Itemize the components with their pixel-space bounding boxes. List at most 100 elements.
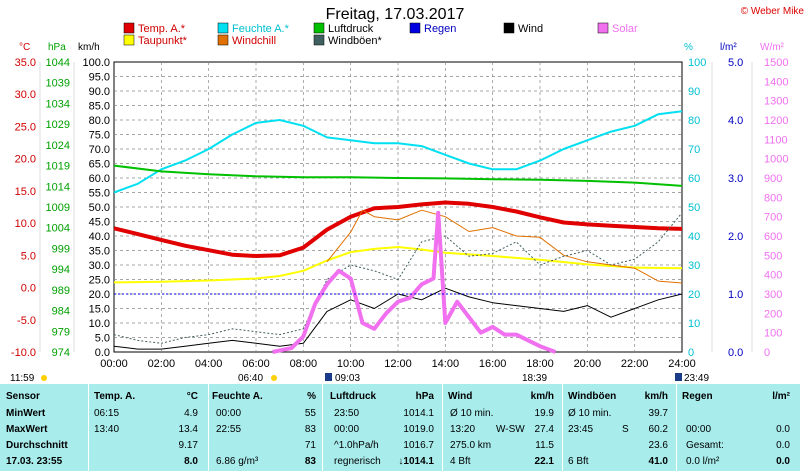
unit-rain: l/m² — [720, 42, 737, 53]
rain-info: 0.0 l/m² — [686, 456, 720, 467]
x-tick-label: 10:00 — [337, 358, 365, 370]
solar-tick-label: 1300 — [764, 96, 788, 108]
wind-tick-label: 95.0 — [89, 72, 110, 84]
row-label: Durchschnitt — [6, 440, 68, 451]
humidity-tick-label: 10 — [688, 318, 700, 330]
legend-swatch — [597, 22, 609, 34]
gust-info: 23:45 — [568, 424, 594, 435]
copyright: © Weber Mike — [740, 6, 804, 17]
pressure-value: ↓1014.1 — [398, 456, 434, 467]
solar-tick-label: 100 — [764, 328, 782, 340]
row-label: 17.03. 23:55 — [6, 456, 63, 467]
x-tick-label: 04:00 — [195, 358, 223, 370]
legend-label: Wind — [518, 23, 543, 35]
moon-icon — [325, 373, 332, 381]
legend-label: Regen — [424, 23, 456, 35]
wind-info: 275.0 km — [450, 440, 492, 451]
wind-tick-label: 20.0 — [89, 289, 110, 301]
column-divider — [88, 384, 89, 471]
wind-tick-label: 30.0 — [89, 260, 110, 272]
solar-tick-label: 0 — [764, 347, 770, 359]
column-divider — [562, 384, 563, 471]
wind-value: 27.4 — [534, 424, 554, 435]
x-tick-label: 00:00 — [100, 358, 128, 370]
gust-value: 39.7 — [648, 408, 668, 419]
rain-value: 0.0 — [776, 440, 790, 451]
column-divider — [322, 384, 323, 471]
header-pressure: Luftdruck — [330, 391, 377, 402]
humidity-tick-label: 30 — [688, 260, 700, 272]
header-gusts-unit: km/h — [644, 391, 668, 402]
rain-value: 0.0 — [776, 456, 790, 467]
pressure-time: ^1.0hPa/h — [334, 440, 379, 451]
humidity-tick-label: 80 — [688, 115, 700, 127]
humidity-tick-label: 50 — [688, 202, 700, 214]
wind-tick-label: 100.0 — [82, 57, 110, 69]
legend-swatch — [217, 22, 229, 34]
x-tick-label: 08:00 — [290, 358, 318, 370]
humidity-value: 83 — [304, 456, 316, 467]
pressure-tick-label: 974 — [52, 347, 70, 359]
wind-info: Ø 10 min. — [450, 408, 494, 419]
pressure-tick-label: 994 — [52, 264, 70, 276]
x-tick-label: 20:00 — [574, 358, 602, 370]
unit-humidity: % — [684, 42, 693, 53]
humidity-value: 55 — [304, 408, 316, 419]
header-temp-unit: °C — [186, 391, 198, 402]
wind-tick-label: 10.0 — [89, 318, 110, 330]
temp-tick-label: 10.0 — [15, 218, 36, 230]
wind-info: 4 Bft — [450, 456, 471, 467]
sun-icon — [41, 375, 47, 381]
column-divider — [442, 384, 443, 471]
x-tick-label: 24:00 — [668, 358, 696, 370]
column-divider — [208, 384, 209, 471]
header-wind-unit: km/h — [530, 391, 554, 402]
weather-chart: Temp. A.* Feuchte A.* Luftdruck Regen Wind So… — [10, 22, 788, 384]
legend-label: Feuchte A.* — [232, 23, 290, 35]
legend-swatch — [217, 34, 229, 46]
pressure-tick-label: 999 — [52, 243, 70, 255]
header-pressure-unit: hPa — [415, 391, 434, 402]
solar-tick-label: 200 — [764, 308, 782, 320]
series-line-taupunkt- — [113, 246, 683, 284]
series-line-luftdruck — [113, 164, 683, 187]
legend-label: Windböen* — [328, 35, 383, 47]
x-tick-label: 22:00 — [621, 358, 649, 370]
wind-tick-label: 85.0 — [89, 101, 110, 113]
solar-tick-label: 1200 — [764, 115, 788, 127]
x-tick-label: 16:00 — [479, 358, 507, 370]
temp-tick-label: 0.0 — [21, 283, 36, 295]
pressure-tick-label: 1009 — [46, 202, 70, 214]
pressure-tick-label: 1019 — [46, 161, 70, 173]
legend-swatch — [123, 22, 135, 34]
pressure-tick-label: 1034 — [46, 98, 70, 110]
humidity-time: 00:00 — [216, 408, 242, 419]
moonrise-time: 09:03 — [335, 373, 360, 384]
rain-info: Gesamt: — [686, 440, 724, 451]
x-tick-label: 06:00 — [242, 358, 270, 370]
wind-tick-label: 90.0 — [89, 86, 110, 98]
header-temp: Temp. A. — [94, 391, 136, 402]
humidity-tick-label: 90 — [688, 86, 700, 98]
humidity-tick-label: 70 — [688, 144, 700, 156]
legend-swatch — [313, 22, 325, 34]
unit-solar: W/m² — [760, 42, 785, 53]
solar-tick-label: 1500 — [764, 57, 788, 69]
rain-tick-label: 1.0 — [728, 289, 743, 301]
solar-tick-label: 600 — [764, 231, 782, 243]
time-label: 11:59 — [10, 373, 35, 384]
sunrise-time: 06:40 — [238, 373, 263, 384]
x-tick-label: 18:00 — [526, 358, 554, 370]
temp-tick-label: 5.0 — [21, 250, 36, 262]
legend-label: Temp. A.* — [138, 23, 186, 35]
solar-tick-label: 500 — [764, 250, 782, 262]
solar-tick-label: 900 — [764, 173, 782, 185]
wind-tick-label: 15.0 — [89, 304, 110, 316]
wind-value: 11.5 — [535, 440, 554, 451]
pressure-value: 1019.0 — [403, 424, 434, 435]
header-wind: Wind — [448, 391, 473, 402]
gust-value: 41.0 — [648, 456, 668, 467]
legend-swatch — [313, 34, 325, 46]
pressure-tick-label: 984 — [52, 306, 70, 318]
rain-info: 00:00 — [686, 424, 712, 435]
